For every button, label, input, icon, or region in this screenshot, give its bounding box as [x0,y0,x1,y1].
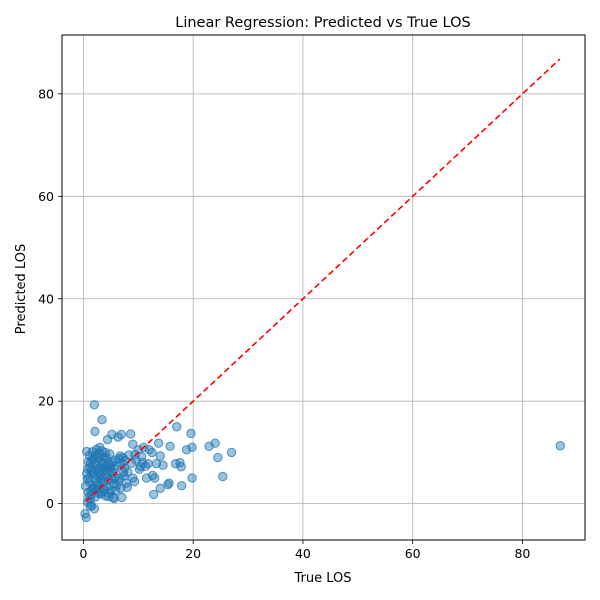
data-point [147,447,157,458]
y-axis-ticks: 0 20 40 60 80 [38,86,62,511]
y-tick-label: 40 [38,291,54,306]
data-point [108,492,118,503]
data-point [181,445,192,455]
data-point [99,485,109,495]
data-point [176,481,187,491]
data-point [101,461,112,471]
data-point [158,460,168,470]
data-point [116,483,126,493]
data-point [186,428,196,439]
x-tick-label: 0 [79,546,87,561]
data-point [81,512,91,523]
y-tick-label: 0 [46,496,54,511]
data-point [153,438,164,448]
data-point [165,441,175,451]
y-axis-label: Predicted LOS [14,244,29,334]
data-point [105,449,115,459]
x-tick-label: 40 [295,546,311,561]
x-axis-label: True LOS [293,571,351,586]
y-tick-label: 60 [38,189,54,204]
data-point [187,442,197,452]
data-point [85,494,96,505]
data-point [210,438,220,448]
data-point [218,471,228,482]
data-point [187,473,197,483]
data-point [555,441,566,451]
x-tick-label: 80 [514,546,530,561]
data-point [97,473,108,483]
data-point [96,446,107,456]
data-point [89,400,100,410]
data-point [81,468,92,479]
data-point [155,483,165,493]
data-point [128,439,138,449]
data-point [90,426,100,437]
plot-area [80,58,566,523]
data-point [176,462,186,472]
data-point [144,445,154,455]
data-point [86,466,96,477]
data-point [117,492,127,503]
data-point [89,504,100,514]
data-point [155,451,165,461]
x-axis-ticks: 0 20 40 60 80 [79,540,530,561]
data-point [114,453,124,464]
data-point [129,476,140,487]
data-point [92,479,103,490]
data-point [125,429,136,439]
x-tick-label: 20 [185,546,201,561]
chart-title: Linear Regression: Predicted vs True LOS [175,15,471,31]
data-points [80,400,566,523]
data-point [150,473,160,483]
y-tick-label: 20 [38,394,54,409]
data-point [164,478,174,488]
data-point [136,451,147,462]
data-point [116,429,126,440]
data-point [148,489,159,500]
y-tick-label: 80 [38,86,54,101]
reference-line [85,58,561,503]
data-point [171,422,182,432]
x-tick-label: 60 [405,546,421,561]
data-point [140,461,151,471]
plot-frame [61,34,586,541]
data-point [80,509,90,519]
data-point [97,414,107,425]
grid-lines [62,35,585,540]
data-point [226,447,237,458]
data-point [213,452,223,463]
data-point [123,467,133,477]
data-point [83,456,94,467]
